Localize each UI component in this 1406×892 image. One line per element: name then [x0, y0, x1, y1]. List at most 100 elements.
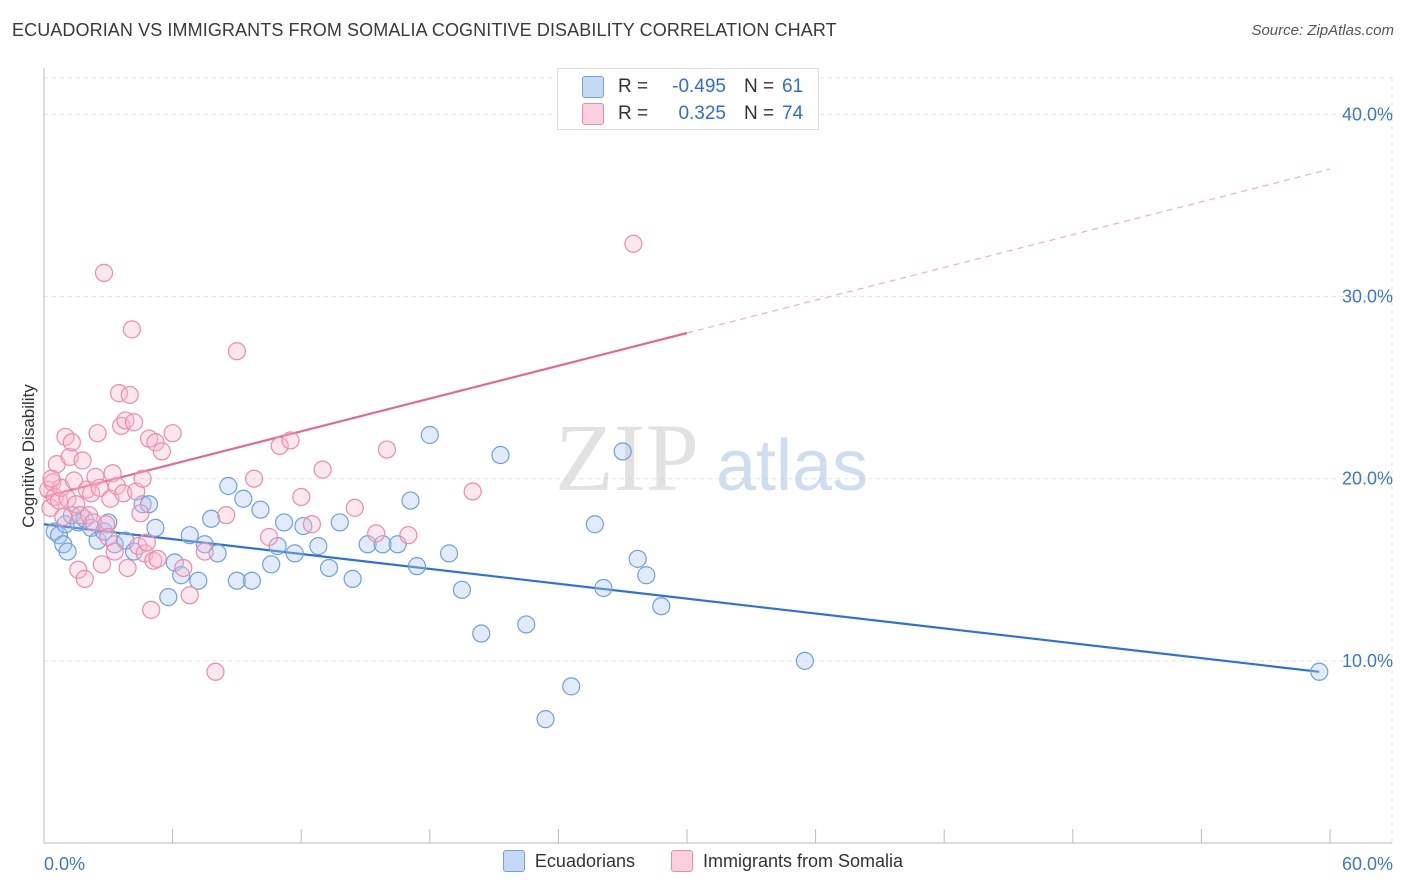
- axes: [43, 68, 1392, 844]
- source-label: Source: ZipAtlas.com: [1251, 22, 1394, 39]
- ecuadorian-point: [58, 542, 77, 561]
- somalia-point: [463, 482, 482, 501]
- somalia-point: [67, 495, 86, 514]
- legend-label: Ecuadorians: [534, 850, 635, 871]
- y-tick-label: 30.0%: [1342, 287, 1393, 307]
- ecuadorian-point: [407, 557, 427, 576]
- somalia-point: [345, 498, 364, 517]
- ecuadorian-point: [637, 566, 656, 585]
- n-label: N =: [744, 76, 775, 97]
- ecuadorian-point: [373, 535, 392, 554]
- ecuadorian-point: [585, 515, 604, 534]
- n-value: 61: [782, 76, 804, 97]
- r-label: R =: [618, 103, 649, 124]
- somalia-point: [94, 263, 114, 282]
- stats-swatch-somalia: [582, 103, 604, 125]
- ecuadorian-point: [517, 615, 536, 634]
- n-label: N =: [744, 103, 775, 124]
- ecuadorian-point: [146, 518, 165, 537]
- somalia-point: [174, 558, 193, 578]
- somalia-point: [62, 433, 81, 452]
- stats-row-ecuadorians: R = -0.495 N = 61: [582, 74, 803, 100]
- somalia-point: [292, 487, 311, 507]
- ecuadorian-point: [105, 535, 124, 554]
- x-tick-label: 60.0%: [1342, 854, 1393, 874]
- ecuadorian-point: [262, 555, 281, 574]
- somalia-trend-extension: [686, 168, 1331, 334]
- ecuadorian-point: [330, 513, 349, 532]
- somalia-point: [302, 515, 322, 534]
- somalia-point: [270, 436, 289, 456]
- somalia-point: [180, 586, 199, 605]
- somalia-point: [73, 451, 92, 470]
- somalia-point: [281, 431, 300, 450]
- ecuadorian-point: [795, 651, 814, 670]
- y-axis-label: Cognitive Disability: [19, 384, 38, 528]
- ecuadorian-point: [49, 526, 69, 545]
- somalia-point: [69, 560, 88, 579]
- n-value: 74: [782, 103, 804, 124]
- ecuadorian-trend-line: [43, 523, 1320, 673]
- ecuadorian-point: [1310, 662, 1329, 681]
- somalia-point: [107, 476, 126, 496]
- trend-lines: [43, 168, 1331, 673]
- watermark-zip: ZIP: [555, 404, 699, 511]
- ecuadorian-point: [613, 442, 632, 461]
- ecuadorian-point: [594, 578, 613, 598]
- somalia-point: [142, 600, 161, 619]
- ecuadorian-point: [234, 489, 253, 508]
- somalia-trend-line: [43, 331, 688, 498]
- somalia-point: [42, 469, 61, 488]
- data-points: [39, 234, 1329, 729]
- ecuadorian-point: [536, 710, 555, 729]
- ecuadorian-point: [274, 513, 294, 532]
- ecuadorian-point: [472, 624, 491, 643]
- ecuadorian-point: [88, 531, 107, 550]
- somalia-point: [148, 549, 167, 568]
- somalia-point: [259, 527, 279, 547]
- ecuadorian-point: [251, 500, 270, 519]
- ecuadorian-point: [401, 491, 420, 510]
- stats-legend: R = -0.495 N = 61 R = 0.325 N = 74: [557, 68, 819, 130]
- ecuadorian-point: [172, 566, 191, 585]
- somalia-point: [217, 506, 236, 525]
- ecuadorian-point: [452, 580, 472, 599]
- somalia-point: [120, 385, 139, 405]
- somalia-point: [195, 542, 214, 561]
- somalia-point: [64, 471, 84, 490]
- ecuadorian-point: [628, 549, 647, 568]
- ecuadorian-point: [180, 526, 199, 545]
- somalia-point: [206, 662, 225, 681]
- ecuadorian-point: [420, 425, 439, 445]
- r-value: -0.495: [672, 76, 726, 97]
- somalia-point: [75, 569, 94, 588]
- somalia-point: [124, 413, 144, 432]
- somalia-point: [367, 524, 386, 543]
- ecuadorian-point: [285, 544, 304, 563]
- somalia-point: [105, 542, 124, 561]
- somalia-point: [313, 460, 332, 479]
- tick-labels: 10.0% 20.0% 30.0% 40.0% 0.0% 60.0%: [44, 104, 1393, 874]
- ecuadorian-point: [652, 597, 671, 616]
- somalia-point: [152, 442, 171, 461]
- somalia-point: [86, 467, 105, 486]
- stats-row-somalia: R = 0.325 N = 74: [582, 101, 803, 127]
- ecuadorian-point: [439, 544, 459, 563]
- series-legend: Ecuadorians Immigrants from Somalia: [0, 850, 1406, 872]
- legend-label: Immigrants from Somalia: [703, 850, 904, 871]
- ecuadorian-point: [195, 535, 214, 554]
- somalia-point: [137, 533, 156, 552]
- somalia-point: [122, 320, 141, 339]
- ecuadorian-point: [219, 476, 238, 496]
- somalia-point: [399, 526, 418, 545]
- somalia-point: [54, 507, 73, 527]
- somalia-point: [131, 504, 150, 523]
- ecuadorian-point: [491, 445, 510, 465]
- somalia-point: [118, 558, 137, 578]
- y-tick-label: 40.0%: [1342, 104, 1393, 124]
- somalia-point: [163, 424, 182, 443]
- legend-swatch-somalia: [671, 850, 693, 872]
- ecuadorian-point: [189, 571, 208, 590]
- legend-item-ecuadorians: Ecuadorians: [502, 850, 635, 872]
- somalia-point: [377, 440, 397, 459]
